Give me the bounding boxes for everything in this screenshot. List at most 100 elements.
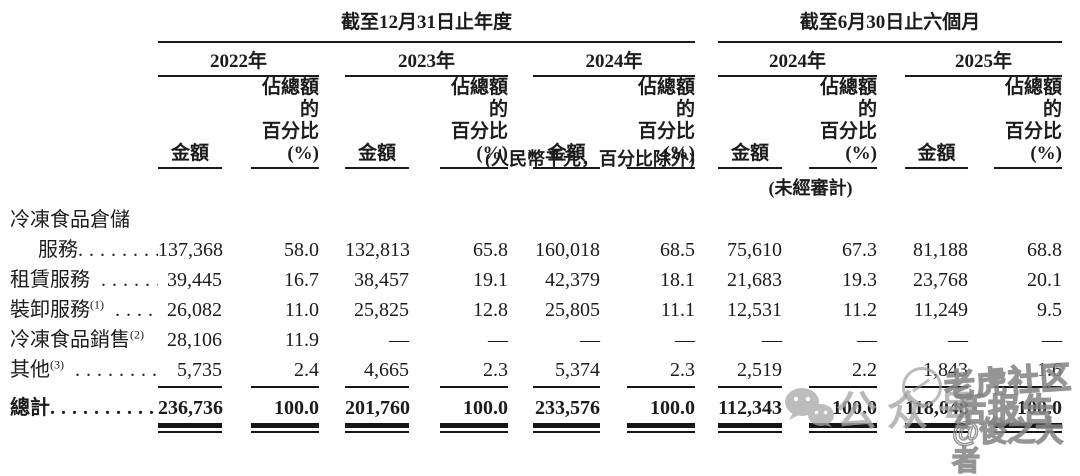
col-header-percentage-line2: 百分比(%) bbox=[261, 121, 319, 164]
cell-value: 9.5 bbox=[1037, 299, 1062, 321]
col-header-percentage-line1: 佔總額的 bbox=[1004, 77, 1062, 120]
cell-value: 68.5 bbox=[660, 239, 695, 261]
double-rule-thick bbox=[627, 423, 695, 428]
cell-value: 16.7 bbox=[284, 269, 319, 291]
col-header-percentage: 佔總額的 百分比(%) bbox=[440, 77, 508, 169]
year-label-2023: 2023年 bbox=[345, 43, 508, 77]
cell-value: 18.1 bbox=[660, 269, 695, 291]
row-label: 其他(3) ......... bbox=[0, 355, 158, 386]
row-label: 租賃服務 ...... bbox=[0, 265, 158, 295]
cell-value: — bbox=[389, 329, 409, 351]
total-cell: 100.0 bbox=[809, 386, 877, 449]
cell-value: 11.9 bbox=[284, 329, 319, 351]
col-header-percentage: 佔總額的 百分比(%) bbox=[994, 77, 1062, 169]
cell-value: 2.4 bbox=[294, 359, 319, 381]
cell-value: 19.1 bbox=[473, 269, 508, 291]
total-value: 112,343 bbox=[718, 397, 782, 419]
total-value: 100.0 bbox=[650, 397, 695, 419]
double-rule-thick bbox=[533, 423, 600, 428]
col-header-amount: 金額 bbox=[533, 77, 600, 169]
total-cell: 118,048 bbox=[905, 386, 969, 449]
cell-value: 2,519 bbox=[737, 359, 782, 381]
double-rule-thick bbox=[251, 423, 319, 428]
cell-value: — bbox=[857, 329, 877, 351]
cell-value: 1.6 bbox=[1037, 359, 1062, 381]
table-row-total: 總計........... 236,736 100.0 201,760 100.… bbox=[0, 386, 1080, 449]
period-title-interim: 截至6月30日止六個月 bbox=[718, 0, 1062, 43]
total-cell: 100.0 bbox=[627, 386, 695, 449]
cell-value: 2.3 bbox=[483, 359, 508, 381]
row-label: 冷凍食品銷售(2) bbox=[0, 325, 158, 355]
col-header-amount: 金額 bbox=[905, 77, 968, 169]
year-label-2025-interim: 2025年 bbox=[905, 43, 1062, 77]
cell-value: 68.8 bbox=[1027, 239, 1062, 261]
column-header-row: 金額 佔總額的 百分比(%) 金額 佔總額的 百分比(%) 金額 佔總額的 百分… bbox=[0, 77, 1080, 169]
total-value: 100.0 bbox=[832, 397, 877, 419]
col-header-percentage-line2: 百分比(%) bbox=[637, 121, 695, 164]
double-rule-thin bbox=[158, 431, 222, 433]
table-row-loading-unloading-services: 裝卸服務(1) ..... 26,082 11.0 25,825 12.8 25… bbox=[0, 295, 1080, 325]
cell-value: 42,379 bbox=[545, 269, 600, 291]
total-cell: 112,343 bbox=[718, 386, 782, 449]
row-label-text: 冷凍食品銷售 bbox=[10, 329, 130, 351]
units-note: (人民幣千元，百分比除外) bbox=[485, 149, 695, 169]
cell-value: — bbox=[488, 329, 508, 351]
cell-value: 58.0 bbox=[284, 239, 319, 261]
period-header-row: 截至12月31日止年度 截至6月30日止六個月 bbox=[0, 0, 1080, 43]
col-header-percentage: 佔總額的 百分比(%) bbox=[809, 77, 877, 169]
table-row-leasing-services: 租賃服務 ...... 39,445 16.7 38,457 19.1 42,3… bbox=[0, 265, 1080, 295]
cell-value: — bbox=[675, 329, 695, 351]
total-value: 118,048 bbox=[905, 397, 969, 419]
year-label-2022: 2022年 bbox=[158, 43, 319, 77]
double-rule-thick bbox=[994, 423, 1062, 428]
table-row-others: 其他(3) ......... 5,735 2.4 4,665 2.3 5,37… bbox=[0, 355, 1080, 386]
cell-value: 20.1 bbox=[1027, 269, 1062, 291]
cell-value: 65.8 bbox=[473, 239, 508, 261]
cell-value: 21,683 bbox=[727, 269, 782, 291]
double-rule-thick bbox=[809, 423, 877, 428]
col-header-amount: 金額 bbox=[158, 77, 222, 169]
cell-value: — bbox=[580, 329, 600, 351]
double-rule-thin bbox=[905, 431, 968, 433]
leader-dots: ...... bbox=[101, 269, 158, 291]
leader-dots: ........... bbox=[50, 397, 158, 419]
double-rule-thin bbox=[251, 431, 319, 433]
col-header-amount: 金額 bbox=[718, 77, 782, 169]
row-label-text: 其他 bbox=[10, 359, 50, 381]
row-label-text: 裝卸服務 bbox=[10, 299, 90, 321]
cell-value: 4,665 bbox=[364, 359, 409, 381]
year-label-2024: 2024年 bbox=[533, 43, 695, 77]
cell-value: 5,374 bbox=[555, 359, 600, 381]
col-header-percentage-line1: 佔總額的 bbox=[819, 77, 877, 120]
total-value: 201,760 bbox=[345, 397, 410, 419]
total-cell: 100.0 bbox=[994, 386, 1062, 449]
units-note-row: (人民幣千元，百分比除外) bbox=[0, 140, 1080, 172]
col-header-percentage: 佔總額的 百分比(%) bbox=[627, 77, 695, 169]
row-label-text: 租賃服務 bbox=[10, 269, 90, 291]
cell-value: 28,106 bbox=[167, 329, 222, 351]
cell-value: 25,805 bbox=[545, 299, 600, 321]
table-row-frozen-food-storage-line2: 服務........ 137,368 58.0 132,813 65.8 160… bbox=[0, 235, 1080, 265]
period-title-annual: 截至12月31日止年度 bbox=[158, 0, 695, 43]
cell-value: 11.2 bbox=[842, 299, 877, 321]
unaudited-note: (未經審計) bbox=[768, 178, 853, 198]
year-label-2024-interim: 2024年 bbox=[718, 43, 877, 77]
double-rule-thick bbox=[440, 423, 508, 428]
total-cell: 233,576 bbox=[533, 386, 600, 449]
double-rule-thin bbox=[440, 431, 508, 433]
total-value: 236,736 bbox=[158, 397, 223, 419]
col-header-percentage-line2: 百分比(%) bbox=[819, 121, 877, 164]
double-rule-thick bbox=[718, 423, 782, 428]
double-rule-thin bbox=[627, 431, 695, 433]
leader-dots: ........ bbox=[78, 239, 158, 261]
row-label-text: 服務 bbox=[38, 239, 78, 261]
col-header-percentage: 佔總額的 百分比(%) bbox=[251, 77, 319, 169]
double-rule-thin bbox=[994, 431, 1062, 433]
cell-value: — bbox=[762, 329, 782, 351]
double-rule-thick bbox=[905, 423, 968, 428]
cell-value: 5,735 bbox=[177, 359, 222, 381]
cell-value: 1,843 bbox=[923, 359, 968, 381]
cell-value: 12.8 bbox=[473, 299, 508, 321]
table-row-frozen-food-storage-line1: 冷凍食品倉儲 bbox=[0, 205, 1080, 235]
cell-value: 2.3 bbox=[670, 359, 695, 381]
